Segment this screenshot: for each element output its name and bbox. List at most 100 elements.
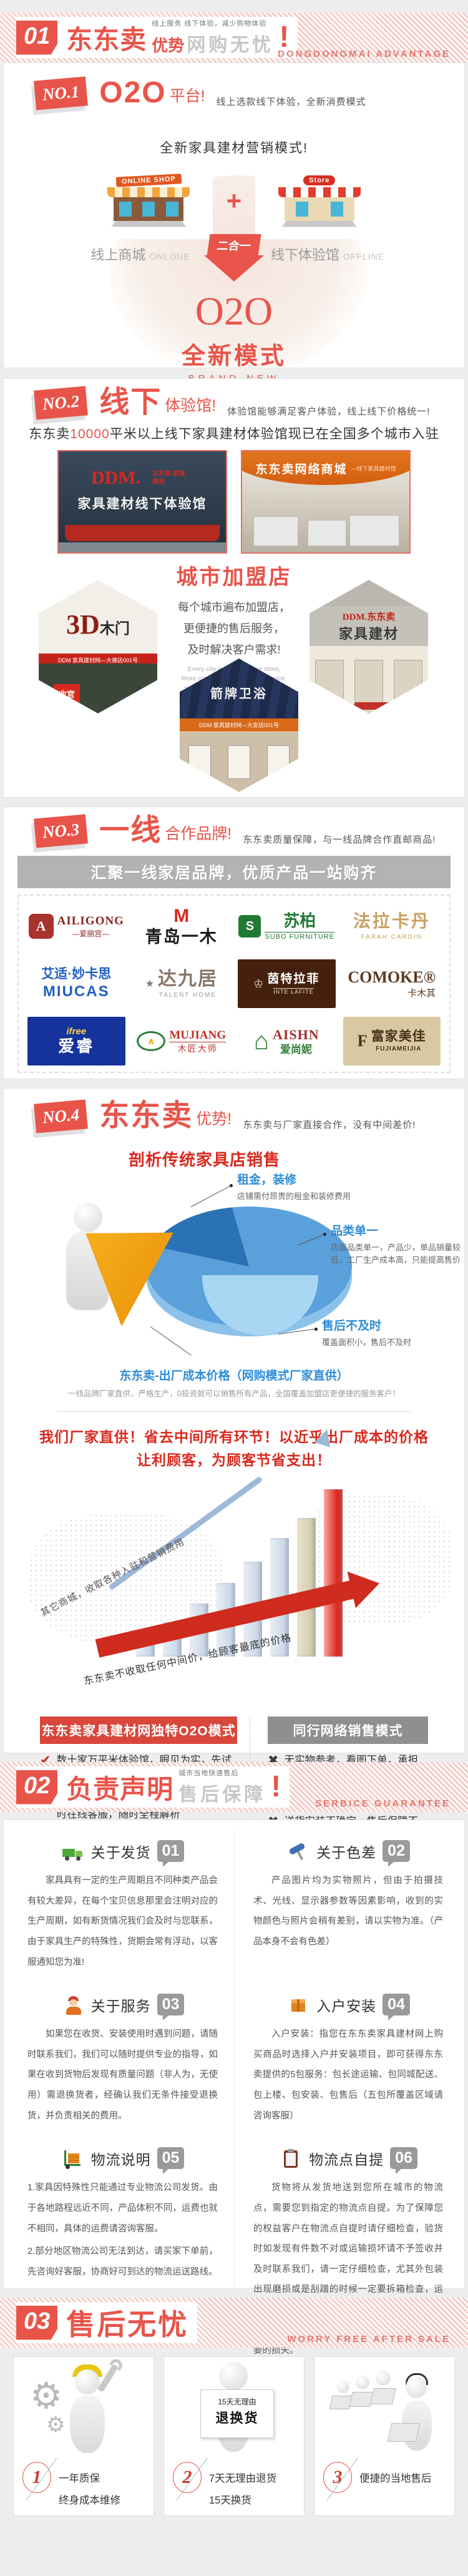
header-02-title: 负责声明 bbox=[66, 1774, 174, 1804]
awning-stripes bbox=[278, 187, 361, 197]
number-circle: 3 bbox=[323, 2462, 352, 2493]
hex3-fascia: DDM.东东卖 家具建材 bbox=[310, 606, 428, 646]
o2o-big-text: O2O bbox=[195, 289, 273, 333]
card-line1: 一年质保 bbox=[59, 2473, 100, 2484]
number-circle: 2 bbox=[173, 2462, 202, 2493]
sign-line1: 15天无理由 bbox=[218, 2397, 256, 2406]
no1-title-suffix: 平台! bbox=[169, 87, 205, 105]
brand-name: 爱睿 bbox=[58, 1036, 95, 1055]
service-color-difference: 关于色差 02 产品图片均为实物照片，但由于拍摄技术、光线、显示器参数等因素影响… bbox=[234, 1828, 459, 1982]
figure-head bbox=[75, 2369, 100, 2394]
awning-stripes bbox=[107, 187, 190, 197]
section-01-header: 01 东东卖 线上服务 线下体验，减少购物体验 优势 网购无忧 ! DONGDO… bbox=[0, 12, 468, 62]
brand-logo-miucas: 艾适·妙卡思 MIUCAS bbox=[24, 959, 129, 1008]
brand-logo-ifree: ifree 爱睿 bbox=[27, 1017, 125, 1065]
plus-icon: + bbox=[226, 186, 242, 215]
header-01-number: 01 bbox=[16, 20, 58, 55]
service-title: 物流点自提 bbox=[309, 2151, 384, 2168]
figure-head bbox=[337, 2381, 349, 2393]
brand-sub: SUBO FURNITURE bbox=[265, 931, 335, 941]
shop-window bbox=[267, 745, 290, 779]
no1-badge: NO.1 bbox=[34, 76, 89, 110]
brand-name: 达九居 bbox=[157, 969, 218, 989]
no1-title: O2O bbox=[99, 76, 167, 109]
callout-dot bbox=[323, 1233, 326, 1236]
header-01-bang: ! bbox=[279, 20, 290, 54]
support-team-figure bbox=[314, 2357, 454, 2456]
mall-interior-photo: 东东卖网络商城 —线下家具建材馆 bbox=[241, 450, 411, 554]
store-base bbox=[281, 220, 357, 227]
service-text: 如果您在收货、安装使用时遇到问题，请随时联系我们，我们可以随时提供专业的指导，如… bbox=[27, 2029, 218, 2121]
callout-category: 品类单一 店面品类单一，产品少，单品销量较低，工厂生产成本高，只能提高售价 bbox=[331, 1222, 468, 1266]
red-awning bbox=[65, 525, 220, 541]
brand-new-mode-text: 全新模式 bbox=[181, 343, 286, 370]
paint-roller-icon bbox=[286, 1841, 310, 1862]
online-mall-en: ONLONE bbox=[149, 252, 190, 262]
brand-name: 青岛一木 bbox=[145, 927, 218, 946]
franchise-line2: 更便捷的售后服务， bbox=[183, 622, 285, 635]
brands-banner: 汇聚一线家居品牌，优质产品一站购齐 bbox=[17, 856, 451, 888]
worker-icon bbox=[61, 1994, 85, 2015]
store-window bbox=[119, 201, 132, 217]
service-number: 03 bbox=[157, 1994, 185, 2021]
service-title: 关于发货 bbox=[90, 1844, 151, 1861]
store-window bbox=[330, 201, 343, 217]
no1-subtitle: 线上选款线下体验，全新消费模式 bbox=[216, 97, 366, 107]
storefront-caption: 家具建材线下体验馆 bbox=[77, 497, 207, 511]
ailigong-icon: A bbox=[28, 914, 54, 939]
service-title: 物流说明 bbox=[90, 2151, 151, 2168]
callout-title: 品类单一 bbox=[331, 1225, 379, 1238]
header-02-small-text: 城市当地快速售后 bbox=[178, 1770, 239, 1777]
brand-logo-ailigong: A AILIGONG —爱丽宫— bbox=[24, 902, 129, 951]
section-03-header: 03 售后无忧 WORRY FREE AFTER SALE bbox=[0, 2298, 468, 2348]
brand-logo-farahcardin: 法拉卡丹 FARAH CARDIN bbox=[339, 902, 445, 951]
shop-window bbox=[227, 745, 250, 779]
brand-sub: TALENT HOME bbox=[158, 991, 217, 999]
cities-line-number: 10000 bbox=[70, 427, 110, 441]
callout-rent: 租金，装修 店铺需付昂贵的租金和装修费用 bbox=[237, 1170, 443, 1203]
house-icon: ⌂ bbox=[253, 1027, 269, 1055]
storefront-photo: DDM. 东东卖 家具建材 家具建材线下体验馆 bbox=[57, 450, 227, 554]
franchise-line1: 每个城市遍布加盟店， bbox=[178, 601, 290, 614]
brand-logo-aishn: ⌂ AISHN 爱尚妮 bbox=[234, 1017, 339, 1065]
brand-name: MUJIANG bbox=[169, 1028, 227, 1043]
brand-logo-fujiameijia: F 富家美佳 FUJIAMEIJIA bbox=[343, 1017, 441, 1065]
brand-name: AILIGONG bbox=[57, 914, 124, 928]
card-return-policy: 15天无理由 退换货 2 7天无理由退货 15天换货 bbox=[163, 2356, 305, 2516]
warranty-figure: ⚙ ⚙ bbox=[14, 2357, 154, 2456]
figure-head bbox=[219, 2362, 248, 2391]
callout-desc: 一线品牌厂家直供，严格生产，0投资就可以销售所有产品，全国覆盖加盟店更便捷的服务… bbox=[68, 1389, 400, 1398]
service-installation: 入户安装 04 入户安装：指您在东东卖家具建材网上购买商品时选择入户并安装项目，… bbox=[234, 1981, 459, 2135]
wrench-icon bbox=[97, 2363, 119, 2393]
service-title: 关于色差 bbox=[316, 1844, 377, 1861]
pie-front-slice bbox=[202, 1275, 318, 1335]
figure-head bbox=[406, 2377, 427, 2398]
service-number: 06 bbox=[390, 2147, 417, 2175]
header-01-light: 网购无忧 bbox=[187, 35, 275, 56]
brand-grid: A AILIGONG —爱丽宫— M 青岛一木 S 苏柏 SUBO FURNITURE 法… bbox=[17, 894, 451, 1073]
down-arrow-icon: 二合一 bbox=[204, 234, 264, 282]
number-circle: 1 bbox=[22, 2462, 51, 2493]
brand-logo-comoke: COMOKE® 卡木其 bbox=[339, 959, 445, 1008]
qingdaoyimu-icon: M bbox=[173, 906, 190, 927]
callout-line bbox=[190, 1186, 230, 1207]
brand-sub: FUJIAMEIJIA bbox=[376, 1046, 422, 1053]
panel-advantage: NO.4 东东卖 优势! 东东卖与厂家直接合作，没有中间差价! 剖析传统家具店销… bbox=[3, 1088, 468, 1931]
no4-badge: NO.4 bbox=[34, 1099, 89, 1134]
header-02-box: 02 负责声明 城市当地快速售后 售后保障 ! bbox=[16, 1766, 290, 1808]
keyboard-base bbox=[111, 220, 187, 227]
package-icon bbox=[286, 1994, 310, 2015]
service-number: 01 bbox=[157, 1840, 185, 1867]
return-figure: 15天无理由 退换货 bbox=[164, 2357, 304, 2456]
brand-name: 苏柏 bbox=[283, 911, 316, 930]
display-counter bbox=[308, 520, 346, 546]
return-sign: 15天无理由 退换货 bbox=[200, 2389, 274, 2438]
store-window bbox=[295, 201, 308, 217]
card-line2: 15天换货 bbox=[209, 2494, 251, 2506]
marketing-mode-title: 全新家具建材营销模式! bbox=[160, 141, 308, 155]
brand-logo-intelafite: ♔ 茵特拉菲 INTE LAFITE bbox=[238, 959, 336, 1008]
brand-logo-qingdaoyimu: M 青岛一木 bbox=[129, 902, 235, 951]
brand-logo-talenthome: ★ 达九居 TALENT HOME bbox=[129, 959, 235, 1008]
no4-title-suffix: 优势! bbox=[196, 1110, 232, 1128]
hex1-door-text: 木门 bbox=[99, 620, 130, 637]
